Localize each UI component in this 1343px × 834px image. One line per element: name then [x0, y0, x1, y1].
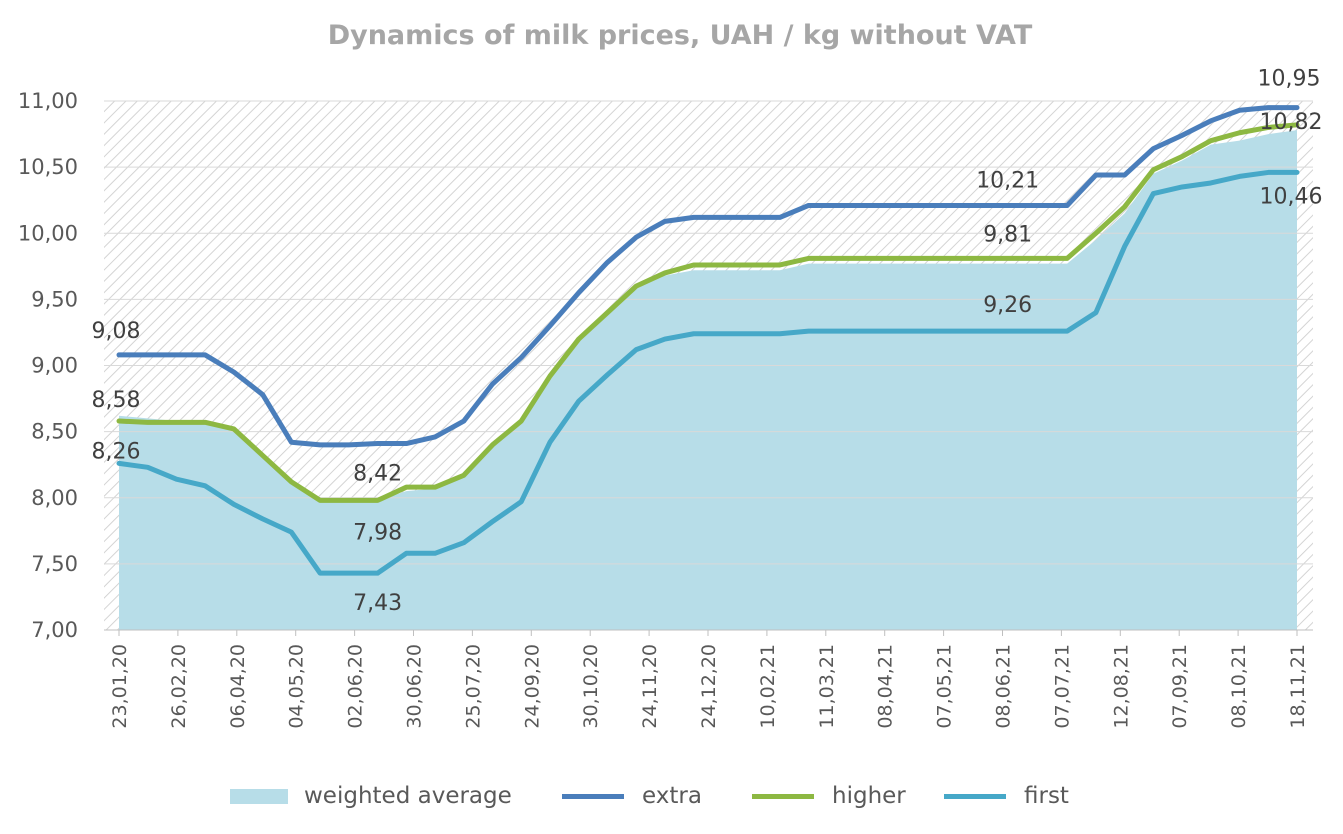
x-tick-label: 07,07,21: [1051, 644, 1073, 729]
x-tick-label: 18,11,21: [1287, 644, 1309, 729]
y-tick-label: 10,00: [18, 221, 78, 245]
x-tick-label: 10,02,21: [757, 644, 779, 729]
legend-item-extra: extra: [562, 778, 702, 814]
data-label-higher: 9,81: [983, 222, 1032, 247]
series-area-weighted-average: [119, 130, 1297, 630]
y-tick-label: 8,50: [31, 420, 78, 444]
x-tick-label: 07,09,21: [1169, 644, 1191, 729]
x-tick-label: 23,01,20: [109, 644, 131, 729]
y-tick-label: 11,00: [18, 89, 78, 113]
data-label-first: 7,43: [353, 591, 402, 616]
x-tick-label: 25,07,20: [462, 644, 484, 729]
series-line-higher: [116, 122, 1300, 503]
series-line-first: [116, 169, 1300, 576]
y-tick-label: 9,50: [31, 287, 78, 311]
y-tick-label: 8,00: [31, 486, 78, 510]
data-label-higher: 10,82: [1260, 110, 1323, 135]
x-tick-label: 08,06,21: [993, 644, 1015, 729]
data-label-first: 10,46: [1260, 184, 1323, 209]
data-label-extra: 10,21: [976, 168, 1039, 193]
data-label-extra: 8,42: [353, 462, 402, 487]
x-tick-label: 24,12,20: [698, 644, 720, 729]
legend-label-first: first: [1024, 783, 1069, 809]
legend-label-weighted-average: weighted average: [304, 783, 512, 809]
legend-item-weighted-average: weighted average: [230, 778, 512, 814]
legend-label-extra: extra: [642, 783, 702, 809]
legend-swatch-extra: [562, 793, 624, 799]
x-tick-label: 02,06,20: [345, 644, 367, 729]
y-tick-label: 7,50: [31, 552, 78, 576]
data-label-higher: 7,98: [353, 520, 402, 545]
data-label-higher: 8,58: [92, 388, 141, 413]
x-tick-label: 24,09,20: [521, 644, 543, 729]
legend-item-higher: higher: [752, 778, 906, 814]
data-label-extra: 9,08: [92, 319, 141, 344]
legend-swatch-first: [944, 793, 1006, 799]
legend-swatch-higher: [752, 793, 814, 799]
x-tick-label: 06,04,20: [227, 644, 249, 729]
data-label-extra: 10,95: [1258, 67, 1321, 92]
x-tick-label: 30,06,20: [404, 644, 426, 729]
y-tick-label: 9,00: [31, 354, 78, 378]
data-label-first: 9,26: [983, 293, 1032, 318]
x-tick-label: 08,04,21: [875, 644, 897, 729]
x-tick-label: 08,10,21: [1228, 644, 1250, 729]
x-tick-label: 07,05,21: [934, 644, 956, 729]
x-tick-label: 30,10,20: [580, 644, 602, 729]
x-tick-label: 04,05,20: [286, 644, 308, 729]
legend-swatch-weighted-average: [230, 788, 288, 804]
legend-item-first: first: [944, 778, 1069, 814]
data-label-first: 8,26: [92, 439, 141, 464]
x-tick-label: 11,03,21: [816, 644, 838, 729]
chart-title: Dynamics of milk prices, UAH / kg withou…: [327, 20, 1033, 51]
x-tick-label: 12,08,21: [1110, 644, 1132, 729]
x-tick-label: 24,11,20: [639, 644, 661, 729]
x-tick-label: 26,02,20: [168, 644, 190, 729]
legend-label-higher: higher: [832, 783, 906, 809]
series-line-extra: [116, 105, 1300, 448]
y-tick-label: 7,00: [31, 618, 78, 642]
y-tick-label: 10,50: [18, 155, 78, 179]
